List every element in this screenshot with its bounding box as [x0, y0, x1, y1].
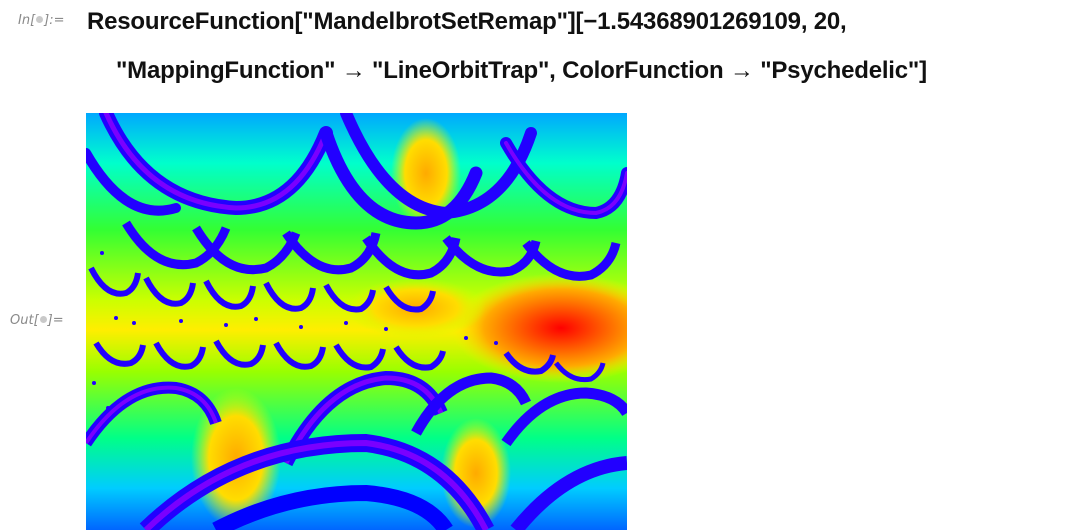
output-label-prefix: Out[ [10, 313, 39, 328]
fractal-image-svg [86, 113, 627, 530]
input-label-suffix: ]:= [44, 13, 65, 28]
cell-status-dot-icon [39, 316, 47, 323]
input-code-line-1[interactable]: ResourceFunction["MandelbrotSetRemap"][−… [87, 8, 847, 35]
input-code-line-2[interactable]: "MappingFunction" → "LineOrbitTrap", Col… [116, 57, 927, 84]
output-cell-label: Out[ ]= [10, 313, 64, 328]
fractal-small-arcs-upper [88, 266, 436, 313]
fractal-row-2-arcs [122, 220, 621, 281]
cell-status-dot-icon [36, 16, 44, 23]
fractal-top-arcs [86, 113, 627, 230]
fractal-filaments [92, 251, 498, 410]
input-cell-label: In[ ]:= [18, 13, 65, 28]
fractal-bottom-arcs [86, 370, 627, 530]
output-label-suffix: ]= [47, 313, 64, 328]
fractal-small-arcs-lower [93, 339, 606, 383]
fractal-output-image[interactable] [86, 113, 627, 530]
input-label-prefix: In[ [18, 13, 36, 28]
fractal-hot-region [451, 273, 627, 383]
